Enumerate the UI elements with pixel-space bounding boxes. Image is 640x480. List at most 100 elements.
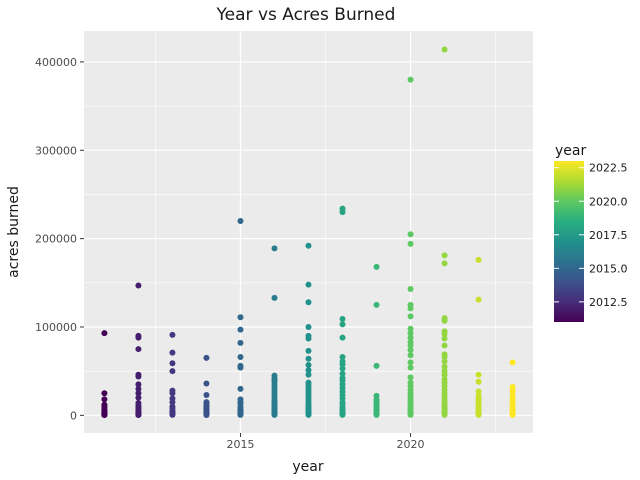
data-point xyxy=(373,362,380,369)
data-point xyxy=(441,358,448,365)
data-point xyxy=(237,411,244,418)
y-axis-ticks: 0 100000 200000 300000 400000 xyxy=(35,56,84,422)
data-point xyxy=(339,365,346,372)
y-tick-label: 100000 xyxy=(35,321,77,334)
data-point xyxy=(407,285,414,292)
data-point xyxy=(339,316,346,323)
data-point xyxy=(407,342,414,349)
data-point xyxy=(509,359,516,366)
data-point xyxy=(407,305,414,312)
legend-title: year xyxy=(555,143,586,159)
data-point xyxy=(407,374,414,381)
data-point xyxy=(305,361,312,368)
data-point xyxy=(135,346,142,353)
data-point xyxy=(441,354,448,361)
x-tick-label: 2015 xyxy=(226,438,254,451)
chart-title: Year vs Acres Burned xyxy=(216,5,396,25)
data-point xyxy=(135,373,142,380)
data-point xyxy=(339,321,346,328)
legend-ticks: 2012.5 2015.0 2017.5 2020.0 2022.5 xyxy=(554,162,628,309)
data-point xyxy=(441,331,448,338)
x-axis-ticks: 2015 2020 xyxy=(226,433,425,451)
data-point xyxy=(203,411,210,418)
data-point xyxy=(475,411,482,418)
data-point xyxy=(407,240,414,247)
data-point xyxy=(169,411,176,418)
data-point xyxy=(271,294,278,301)
data-point xyxy=(237,326,244,333)
x-tick-label: 2020 xyxy=(397,438,425,451)
data-point xyxy=(237,354,244,361)
data-point xyxy=(475,256,482,263)
legend-tick-label: 2012.5 xyxy=(589,296,628,309)
data-point xyxy=(135,412,142,419)
data-point xyxy=(339,209,346,216)
legend: year 2012.5 2015.0 2017.5 2020.0 2022.5 xyxy=(554,143,628,322)
data-point xyxy=(441,335,448,342)
data-point xyxy=(407,313,414,320)
data-point xyxy=(509,411,516,418)
data-point xyxy=(237,314,244,321)
data-points xyxy=(101,46,516,419)
data-point xyxy=(237,364,244,371)
data-point xyxy=(135,385,142,392)
data-point xyxy=(475,296,482,303)
data-point xyxy=(135,394,142,401)
data-point xyxy=(373,301,380,308)
x-axis-title: year xyxy=(292,459,323,475)
legend-tick-label: 2020.0 xyxy=(589,195,628,208)
data-point xyxy=(271,245,278,252)
data-point xyxy=(475,371,482,378)
data-point xyxy=(101,330,108,337)
legend-tick-label: 2017.5 xyxy=(589,229,628,242)
data-point xyxy=(169,390,176,397)
data-point xyxy=(407,346,414,353)
data-point xyxy=(305,371,312,378)
data-point xyxy=(407,325,414,332)
y-tick-label: 0 xyxy=(70,409,77,422)
data-point xyxy=(373,263,380,270)
y-tick-label: 300000 xyxy=(35,144,77,157)
data-point xyxy=(135,390,142,397)
data-point xyxy=(441,363,448,370)
data-point xyxy=(441,317,448,324)
data-point xyxy=(271,411,278,418)
data-point xyxy=(305,323,312,330)
data-point xyxy=(441,260,448,267)
data-point xyxy=(339,370,346,377)
data-point xyxy=(339,354,346,361)
data-point xyxy=(305,242,312,249)
data-point xyxy=(305,411,312,418)
data-point xyxy=(305,347,312,354)
data-point xyxy=(305,335,312,342)
data-point xyxy=(441,342,448,349)
data-point xyxy=(475,388,482,395)
data-point xyxy=(407,334,414,341)
legend-tick-label: 2022.5 xyxy=(589,162,628,175)
y-tick-label: 400000 xyxy=(35,56,77,69)
data-point xyxy=(203,354,210,361)
data-point xyxy=(441,371,448,378)
data-point xyxy=(101,412,108,419)
data-point xyxy=(339,361,346,368)
data-point xyxy=(169,360,176,367)
data-point xyxy=(169,331,176,338)
data-point xyxy=(407,352,414,359)
y-axis-title: acres burned xyxy=(6,186,22,278)
data-point xyxy=(135,334,142,341)
data-point xyxy=(237,385,244,392)
data-point xyxy=(441,252,448,259)
data-point xyxy=(305,299,312,306)
data-point xyxy=(169,368,176,375)
data-point xyxy=(407,231,414,238)
data-point xyxy=(475,378,482,385)
data-point xyxy=(339,411,346,418)
data-point xyxy=(101,396,108,403)
data-point xyxy=(509,387,516,394)
data-point xyxy=(441,46,448,53)
data-point xyxy=(135,282,142,289)
legend-colorbar xyxy=(554,161,584,322)
data-point xyxy=(407,364,414,371)
y-tick-label: 200000 xyxy=(35,233,77,246)
